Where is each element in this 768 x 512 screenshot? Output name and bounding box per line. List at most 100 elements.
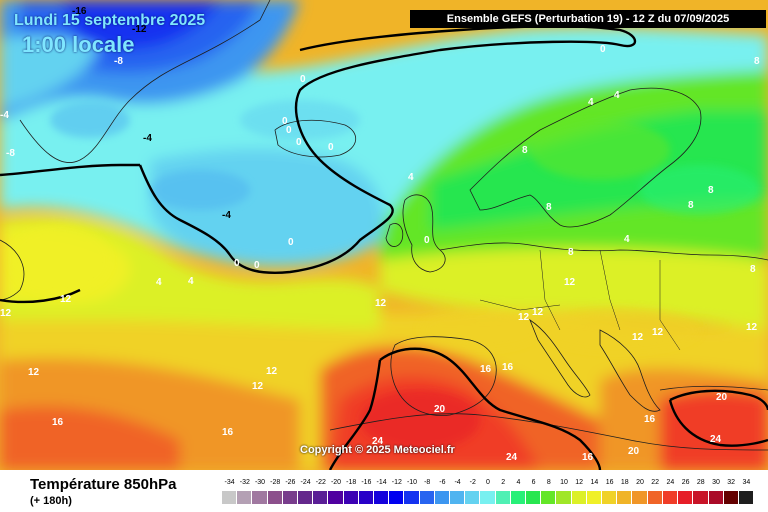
- color-scale-labels: -34 -32 -30 -28 -26 -24 -22 -20 -18 -16 -14 -12 -10-…: [222, 479, 754, 489]
- map-value: 8: [568, 247, 574, 258]
- legend-swatch: [693, 491, 709, 504]
- legend-swatch: [495, 491, 511, 504]
- forecast-date: Lundi 15 septembre 2025: [14, 12, 206, 29]
- model-run-banner: Ensemble GEFS (Perturbation 19) - 12 Z d…: [410, 10, 766, 28]
- legend-label: 12: [575, 479, 584, 486]
- map-value: 8: [754, 56, 760, 67]
- legend-label: 4: [516, 479, 521, 486]
- legend-label: 0: [486, 479, 490, 486]
- map-value: 8: [546, 202, 552, 213]
- legend-swatch: [450, 491, 466, 504]
- legend-swatch: [738, 491, 755, 504]
- map-value: 12: [564, 277, 576, 288]
- legend-swatch: [526, 491, 542, 504]
- temperature-field: [0, 0, 768, 470]
- map-value: 0: [296, 137, 302, 148]
- map-value: 16: [582, 452, 594, 463]
- map-value: 4: [624, 234, 630, 245]
- map-value: 16: [222, 427, 234, 438]
- map-value: 16: [52, 417, 64, 428]
- legend-swatch: [434, 491, 451, 504]
- map-value: 24: [372, 436, 384, 447]
- map-value: 8: [522, 145, 528, 156]
- color-scale: [222, 491, 755, 504]
- legend-label: -6: [439, 479, 446, 486]
- legend-swatch: [647, 491, 663, 504]
- map-value: 8: [750, 264, 756, 275]
- legend-label: 20: [636, 479, 644, 486]
- map-value: 0: [234, 258, 240, 269]
- legend-swatch: [252, 491, 268, 504]
- legend-swatch: [723, 491, 739, 504]
- legend-label: 2: [501, 479, 506, 486]
- legend-swatch: [678, 491, 694, 504]
- legend-swatch: [389, 491, 405, 504]
- map-value: 0: [286, 125, 292, 136]
- field-title: Température 850hPa: [30, 476, 177, 493]
- legend-label: 22: [651, 479, 660, 486]
- legend-swatch: [282, 491, 299, 504]
- legend-swatch: [313, 491, 329, 504]
- map-value: 0: [282, 116, 288, 127]
- legend-swatch: [328, 491, 344, 504]
- legend-label: -2: [469, 479, 476, 486]
- legend-label: -16: [361, 479, 372, 486]
- map-value: 20: [628, 446, 640, 457]
- legend-swatch: [571, 491, 587, 504]
- map-value: 12: [60, 294, 72, 305]
- map-value: 12: [746, 322, 758, 333]
- legend-label: -28: [270, 479, 281, 486]
- legend-label: -26: [285, 479, 296, 486]
- map-value: 0: [288, 237, 294, 248]
- legend-label: 18: [620, 479, 629, 486]
- legend-label: -12: [391, 479, 402, 486]
- legend-swatch: [237, 491, 253, 504]
- map-value: 4: [188, 276, 194, 287]
- legend-label: 34: [742, 479, 751, 486]
- map-value: 4: [156, 277, 162, 288]
- legend-swatch: [602, 491, 618, 504]
- map-value: 12: [652, 327, 664, 338]
- legend-swatch: [708, 491, 724, 504]
- map-value: -12: [132, 24, 147, 35]
- legend-swatch: [404, 491, 420, 504]
- map-value: 0: [328, 142, 334, 153]
- legend-swatch: [298, 491, 314, 504]
- legend-swatch: [556, 491, 572, 504]
- legend-swatch: [632, 491, 648, 504]
- legend-swatch: [465, 491, 481, 504]
- legend-swatch: [480, 491, 496, 504]
- legend-label: 28: [696, 479, 705, 486]
- legend-label: -22: [315, 479, 326, 486]
- map-value: 16: [502, 362, 514, 373]
- legend-label: -30: [254, 479, 266, 486]
- forecast-time: 1:00 locale: [22, 32, 135, 57]
- map-value: 0: [600, 44, 606, 55]
- map-value: 12: [0, 308, 12, 319]
- legend-label: 14: [590, 479, 599, 486]
- legend-label: 6: [531, 479, 536, 486]
- coastlines: [0, 0, 768, 451]
- legend-label: -24: [300, 479, 311, 486]
- temperature-map: -16 -12 -8 -8 -4 -4 -4 0 0 0 0 0 0 0 0 0…: [0, 0, 768, 470]
- map-value: -8: [114, 56, 123, 67]
- legend-label: 30: [712, 479, 720, 486]
- map-value: 16: [480, 364, 492, 375]
- map-value: 12: [252, 381, 264, 392]
- legend-swatch: [586, 491, 603, 504]
- legend-footer: Température 850hPa (+ 180h) -34 -32 -30 -28…: [0, 470, 768, 512]
- legend-label: 10: [560, 479, 568, 486]
- legend-label: -10: [406, 479, 418, 486]
- legend-swatch: [343, 491, 359, 504]
- map-value: 12: [266, 366, 278, 377]
- map-value: 12: [518, 312, 530, 323]
- copyright-notice: Copyright © 2025 Meteociel.fr: [300, 444, 455, 456]
- map-value: 20: [716, 392, 728, 403]
- map-value: -16: [72, 6, 87, 17]
- map-value: -4: [222, 210, 231, 221]
- legend-swatch: [510, 491, 527, 504]
- map-value: 4: [614, 90, 620, 101]
- lead-time: (+ 180h): [30, 495, 72, 507]
- map-value: 0: [424, 235, 430, 246]
- legend-swatch: [358, 491, 375, 504]
